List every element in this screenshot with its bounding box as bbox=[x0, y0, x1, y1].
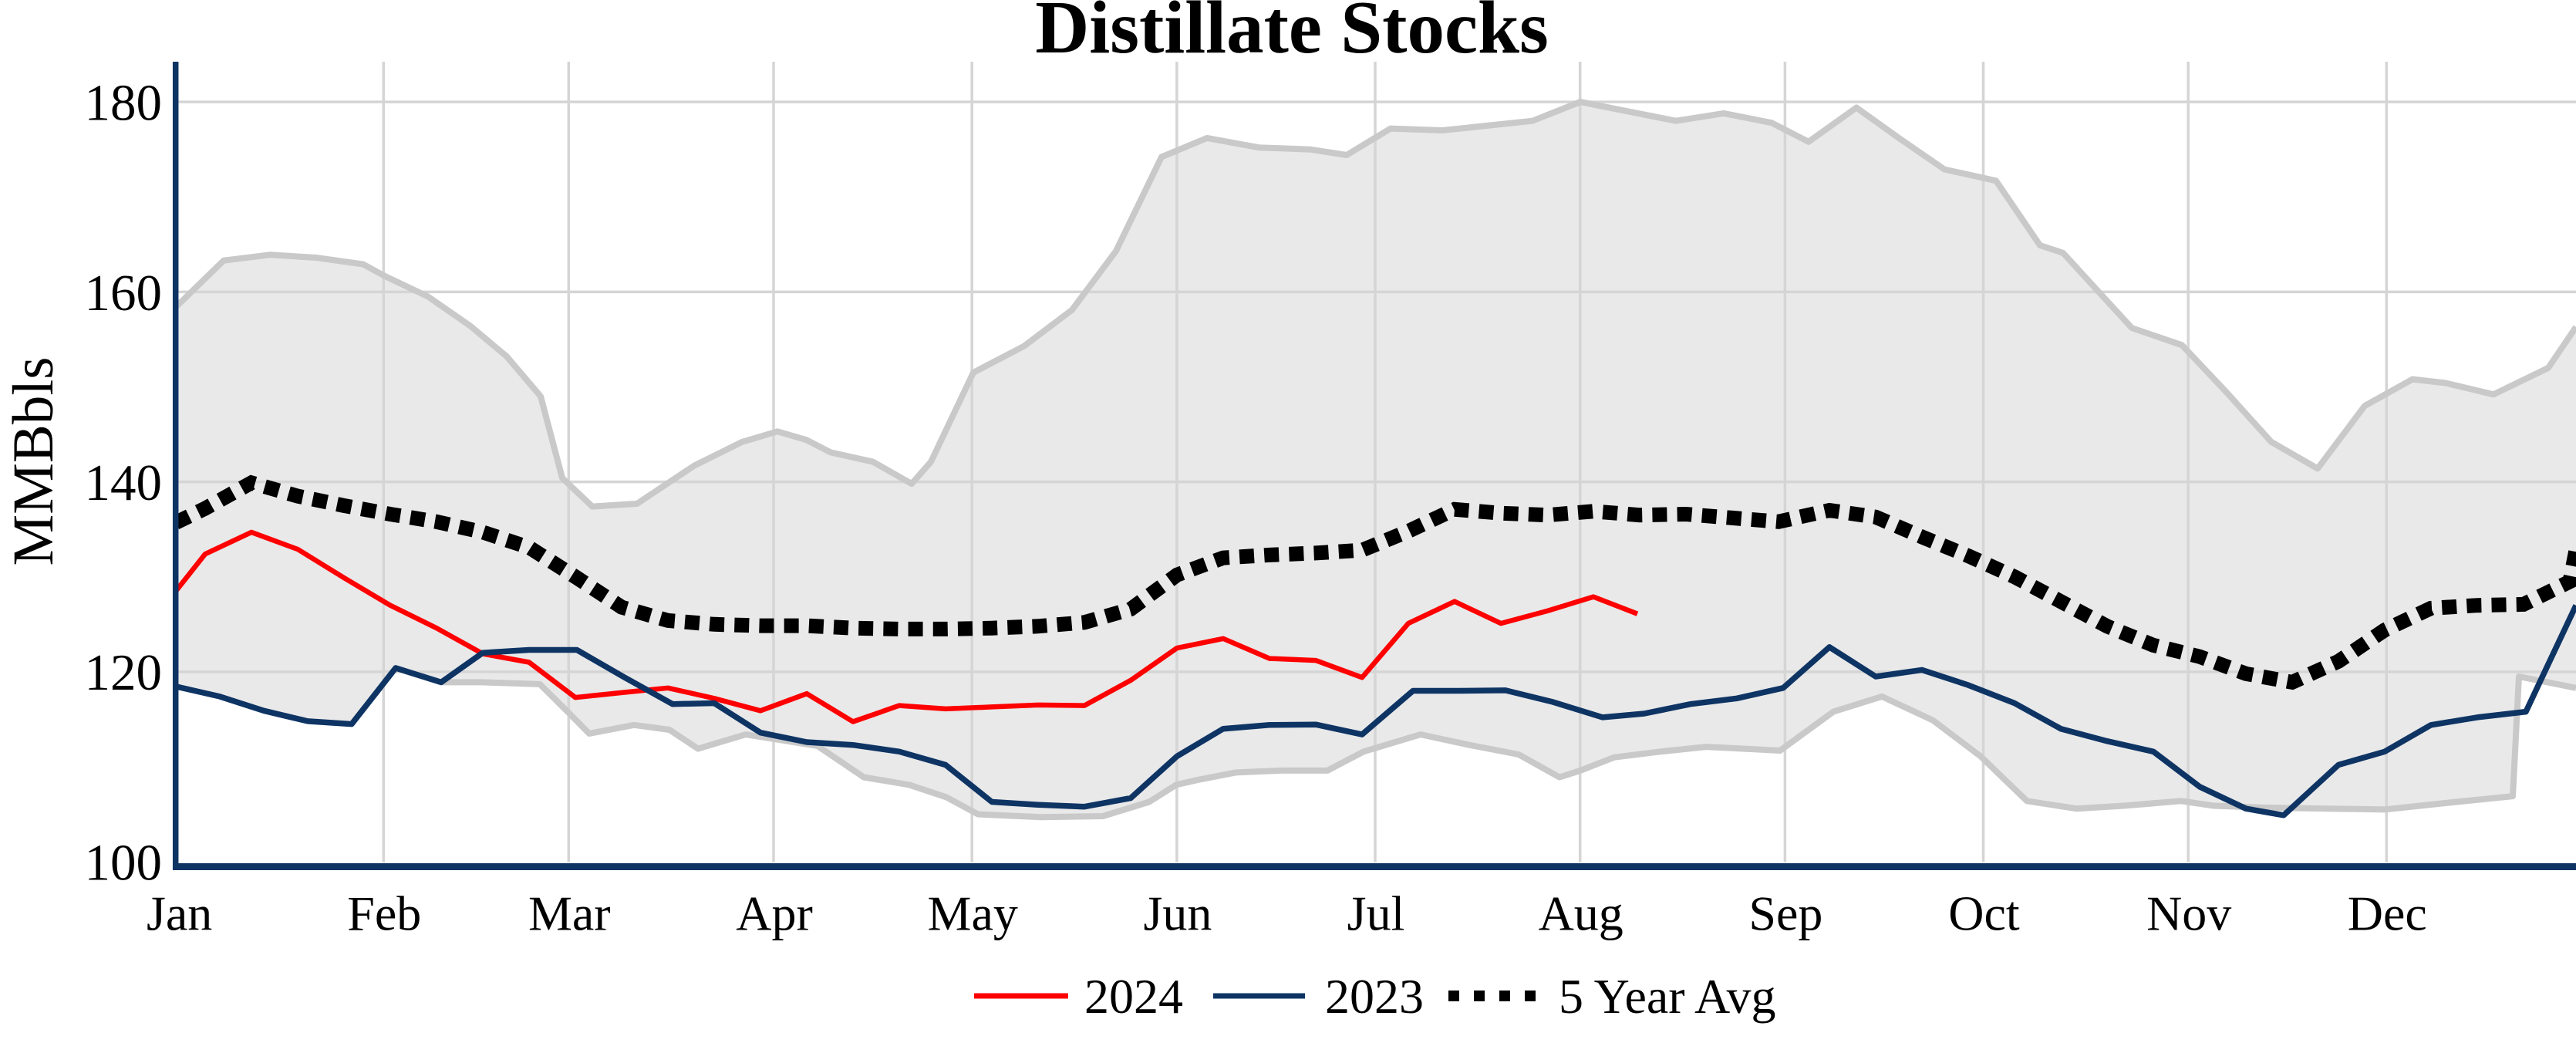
svg-text:May: May bbox=[928, 886, 1018, 941]
svg-text:Jun: Jun bbox=[1143, 886, 1212, 941]
svg-text:Jul: Jul bbox=[1347, 886, 1405, 941]
svg-text:2023: 2023 bbox=[1325, 969, 1424, 1024]
svg-text:Sep: Sep bbox=[1748, 886, 1822, 941]
svg-text:Oct: Oct bbox=[1948, 886, 2020, 941]
svg-text:Feb: Feb bbox=[347, 886, 421, 941]
svg-text:120: 120 bbox=[85, 644, 163, 701]
svg-text:Nov: Nov bbox=[2146, 886, 2231, 941]
svg-text:180: 180 bbox=[85, 75, 163, 132]
svg-text:2024: 2024 bbox=[1084, 969, 1183, 1024]
svg-text:Dec: Dec bbox=[2348, 886, 2427, 941]
svg-text:5 Year Avg: 5 Year Avg bbox=[1559, 969, 1776, 1024]
svg-text:Aug: Aug bbox=[1539, 886, 1623, 941]
svg-text:Distillate Stocks: Distillate Stocks bbox=[1035, 0, 1549, 69]
svg-text:MMBbls: MMBbls bbox=[2, 357, 66, 566]
svg-text:160: 160 bbox=[85, 265, 163, 322]
svg-text:Apr: Apr bbox=[736, 886, 813, 941]
svg-text:Mar: Mar bbox=[528, 886, 611, 941]
svg-text:100: 100 bbox=[85, 835, 163, 892]
svg-text:140: 140 bbox=[85, 454, 163, 511]
svg-text:Jan: Jan bbox=[147, 886, 212, 941]
